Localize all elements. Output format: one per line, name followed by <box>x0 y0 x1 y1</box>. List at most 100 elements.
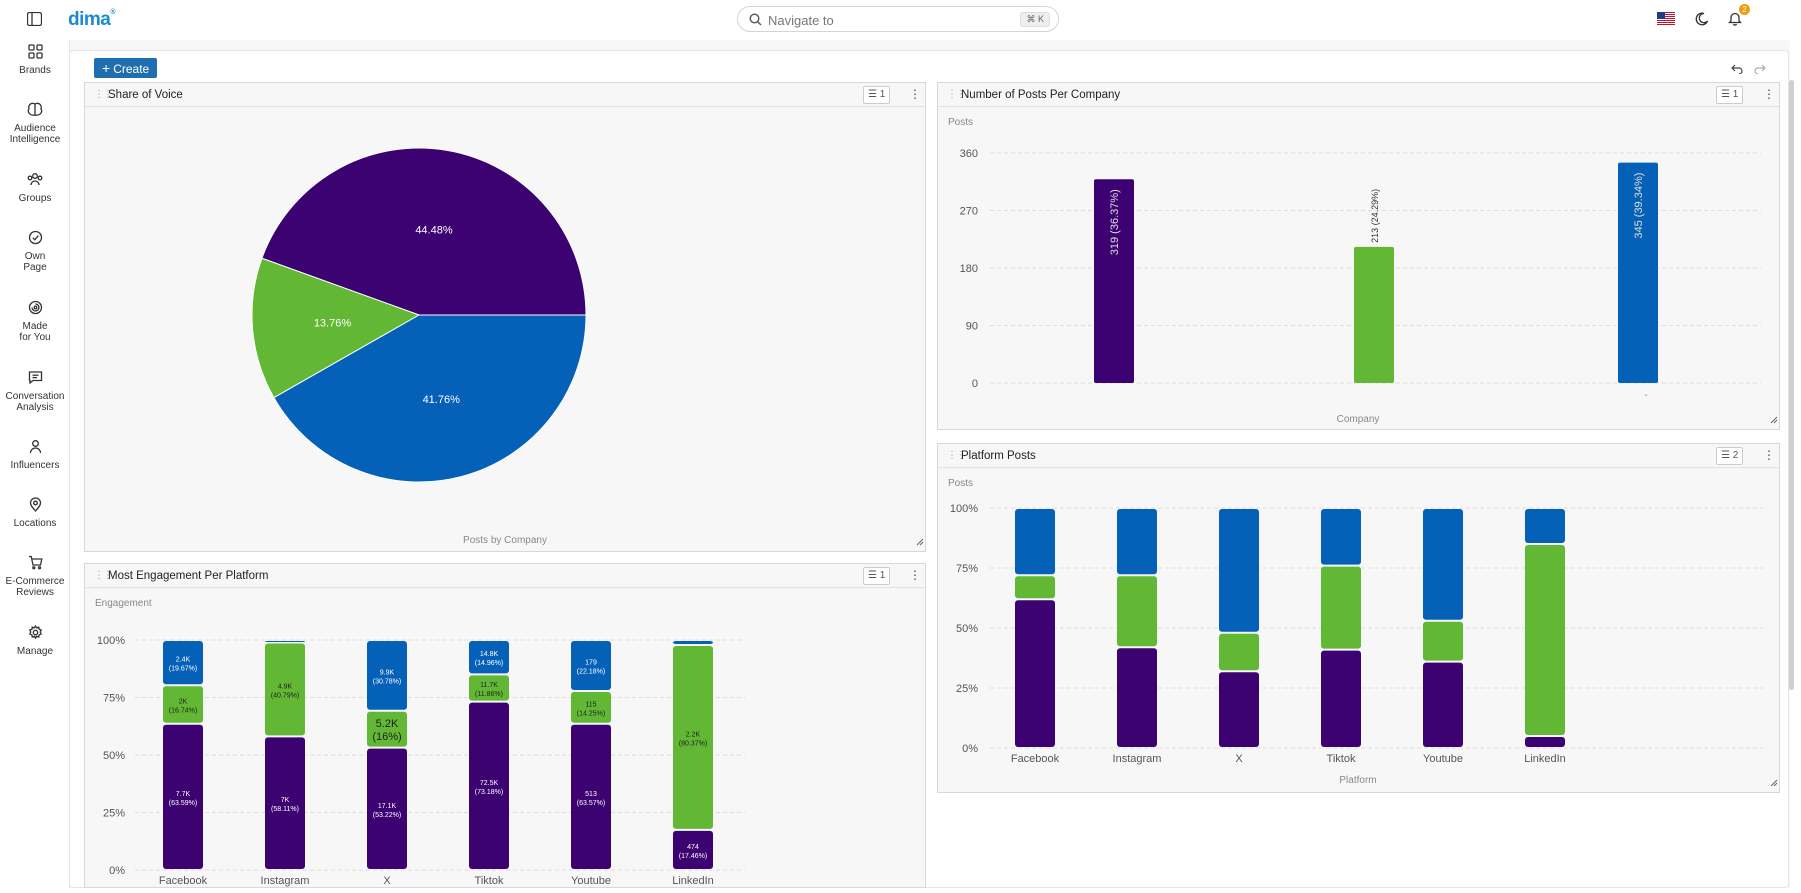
scrollbar[interactable] <box>1789 80 1794 690</box>
x-axis-title: Platform <box>1339 775 1376 786</box>
pie-slice-label: 44.48% <box>415 224 453 236</box>
bar-segment <box>469 702 509 869</box>
search-input[interactable]: Navigate to ⌘ K <box>737 6 1059 32</box>
segment-label: 7K <box>281 797 290 804</box>
drag-handle-icon[interactable]: ⋮⋮ <box>947 89 966 100</box>
segment-label: 2K <box>179 698 188 705</box>
app-logo[interactable]: dima® <box>68 9 116 30</box>
filter-button[interactable]: ☰ 1 <box>863 567 891 585</box>
sidebar-item-label: Audience Intelligence <box>9 123 61 145</box>
more-menu-icon[interactable]: ⋮ <box>1763 448 1775 462</box>
segment-label: (17.46%) <box>679 853 707 860</box>
sidebar-item-locations[interactable]: Locations <box>0 497 70 529</box>
pie-slice-label: 13.76% <box>314 317 352 329</box>
spiral-icon <box>28 300 42 315</box>
bar-segment <box>1321 509 1361 565</box>
y-tick-label: 25% <box>956 683 978 695</box>
bar-segment <box>469 641 509 674</box>
filter-button[interactable]: ☰ 1 <box>1716 86 1744 104</box>
bar-segment <box>1117 509 1157 575</box>
bar-segment <box>163 686 203 723</box>
filter-button[interactable]: ☰ 1 <box>863 86 891 104</box>
widget-title: Number of Posts Per Company <box>961 89 1121 101</box>
drag-handle-icon[interactable]: ⋮⋮ <box>947 450 966 461</box>
sidebar-item-e-commerce-reviews[interactable]: E-Commerce Reviews <box>0 555 70 598</box>
drag-handle-icon[interactable]: ⋮⋮ <box>94 89 113 100</box>
bar-label: 213 (24.29%) <box>1370 189 1380 243</box>
bar-segment <box>367 711 407 747</box>
bar-segment <box>163 641 203 685</box>
segment-label: (14.96%) <box>475 660 503 667</box>
y-tick-label: 0 <box>972 378 978 390</box>
undo-icon[interactable] <box>1731 61 1743 79</box>
y-tick-label: 90 <box>966 321 978 333</box>
pie-slice <box>251 257 421 399</box>
x-tick-label: Facebook <box>159 875 208 887</box>
bar-segment <box>367 748 407 869</box>
bar-segment <box>367 641 407 710</box>
notifications-icon[interactable] <box>1727 11 1743 31</box>
segment-label: 4.9K <box>278 683 293 690</box>
widget-body: Posts 0 90 180 270 360 319 (36.37%) 213 (24.29%… <box>938 108 1779 429</box>
more-menu-icon[interactable]: ⋮ <box>909 87 921 101</box>
bar-segment <box>571 641 611 691</box>
dark-mode-icon[interactable] <box>1695 12 1709 31</box>
create-button[interactable]: + Create <box>94 58 158 78</box>
widget-title: Share of Voice <box>108 89 183 101</box>
bar-segment <box>1015 509 1055 575</box>
y-axis-title: Posts <box>948 117 973 128</box>
segment-label: (40.79%) <box>271 692 299 699</box>
sidebar-item-made-for-you[interactable]: Made for You <box>0 300 70 343</box>
segment-label: (30.78%) <box>373 678 401 685</box>
pie-slice <box>273 314 587 483</box>
us-flag-icon[interactable] <box>1657 12 1675 30</box>
y-axis-title: Engagement <box>95 598 152 609</box>
sidebar-item-groups[interactable]: Groups <box>0 172 70 204</box>
redo-icon[interactable] <box>1754 61 1766 79</box>
bar-label: 345 (39.34%) <box>1633 173 1645 239</box>
sidebar-toggle-icon[interactable] <box>26 11 43 31</box>
x-tick-label: - <box>1644 390 1647 401</box>
x-tick-label: X <box>1235 753 1243 765</box>
x-tick-label: LinkedIn <box>1524 753 1566 765</box>
sidebar-item-audience-intelligence[interactable]: Audience Intelligence <box>0 102 70 145</box>
x-tick-label: Facebook <box>1011 753 1060 765</box>
more-menu-icon[interactable]: ⋮ <box>1763 87 1775 101</box>
bar-segment <box>673 830 713 869</box>
filter-button[interactable]: ☰ 2 <box>1716 447 1744 465</box>
segment-label: (63.59%) <box>169 800 197 807</box>
sidebar-item-manage[interactable]: Manage <box>0 625 70 657</box>
sidebar-item-own-page[interactable]: Own Page <box>0 230 70 273</box>
x-tick-label: Instagram <box>261 875 310 887</box>
people-icon <box>27 173 43 186</box>
widget-posts-per-company: ⋮⋮ Number of Posts Per Company ☰ 1 ⋮ Pos… <box>937 82 1780 430</box>
segment-label: 11.7K <box>480 682 498 689</box>
segment-label: (14.25%) <box>577 710 605 717</box>
widget-body: Posts 0% 25% 50% 75% 100% Facebook Instagram X Ti… <box>938 469 1779 792</box>
drag-handle-icon[interactable]: ⋮⋮ <box>94 570 113 581</box>
segment-label: 179 <box>585 660 597 667</box>
segment-label: (53.22%) <box>373 812 401 819</box>
x-tick-label: X <box>383 875 391 887</box>
widget-share-of-voice: ⋮⋮ Share of Voice ☰ 1 ⋮ 44.48% 13.76% 41.7… <box>84 82 926 552</box>
segment-label: 115 <box>585 701 596 708</box>
bar-segment <box>1117 576 1157 647</box>
y-tick-label: 360 <box>960 148 978 160</box>
bar-segment <box>1423 662 1463 747</box>
widget-header: ⋮⋮ Platform Posts ☰ 2 ⋮ <box>938 444 1779 468</box>
search-placeholder: Navigate to <box>768 13 834 28</box>
segment-label: 7.7K <box>176 791 191 798</box>
x-tick-label: Tiktok <box>475 875 504 887</box>
sidebar-item-conversation-analysis[interactable]: Conversation Analysis <box>0 370 70 413</box>
sidebar-item-label: Own Page <box>23 251 47 273</box>
sidebar-item-influencers[interactable]: Influencers <box>0 439 70 471</box>
segment-label: (73.18%) <box>475 789 503 796</box>
widget-header: ⋮⋮ Share of Voice ☰ 1 ⋮ <box>85 83 925 107</box>
segment-label: 2.4K <box>176 657 191 664</box>
sidebar-item-label: Manage <box>16 646 54 657</box>
segment-label: (22.18%) <box>577 669 605 676</box>
segment-label: (63.57%) <box>577 800 605 807</box>
more-menu-icon[interactable]: ⋮ <box>909 568 921 582</box>
sidebar-item-brands[interactable]: Brands <box>0 44 70 76</box>
segment-label: (11.86%) <box>475 691 503 698</box>
